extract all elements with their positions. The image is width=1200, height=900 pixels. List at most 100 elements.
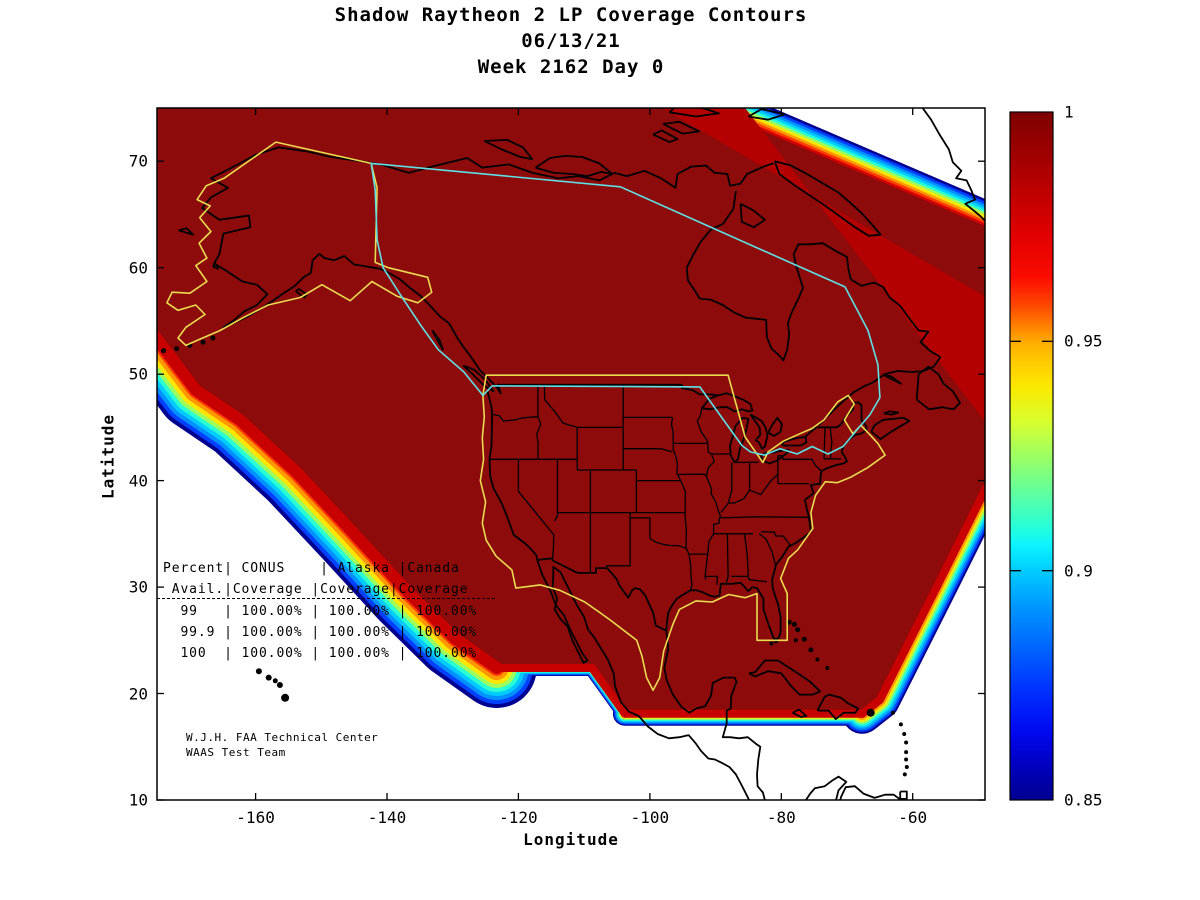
coastline [915, 365, 961, 411]
state-border-line [823, 427, 826, 459]
attribution-line2: WAAS Test Team [186, 746, 286, 759]
coverage-accent-atlantic-se [858, 481, 985, 718]
x-tick-label: -140 [367, 808, 407, 827]
state-border-line [672, 443, 682, 481]
coastline [804, 401, 868, 438]
state-border-line [491, 413, 538, 422]
coastline [652, 129, 679, 144]
coastline [870, 416, 911, 441]
island-dot [866, 708, 875, 717]
chart-title: Shadow Raytheon 2 LP Coverage Contours [334, 4, 808, 26]
state-border-line [623, 448, 673, 453]
island-dot [276, 682, 283, 688]
state-border-line [696, 408, 703, 422]
coastline [773, 160, 882, 237]
availability-row-99: 99 | 100.00% | 100.00% | 100.00% [163, 604, 478, 619]
state-border-line [757, 516, 809, 518]
coastline [739, 202, 766, 229]
x-tick-label: -100 [630, 808, 670, 827]
coastline [883, 374, 902, 385]
island-dot [891, 710, 895, 715]
coastline [816, 693, 860, 720]
state-border-line [685, 548, 693, 591]
state-border-line [630, 517, 651, 539]
coastline [747, 108, 786, 121]
island-dot [825, 666, 830, 670]
coastline [749, 413, 769, 450]
state-border-line [517, 459, 555, 559]
attribution: W.J.H. FAA Technical Center WAAS Test Te… [186, 730, 378, 760]
colorbar-tick-label: 1 [1064, 102, 1074, 122]
coastline [537, 557, 667, 632]
state-border-line [760, 531, 792, 546]
coastline [701, 392, 754, 413]
state-border-line [696, 420, 722, 534]
x-tick-label: -60 [898, 808, 928, 827]
coastline [212, 262, 220, 270]
state-border-line [554, 459, 559, 522]
island-dot [255, 668, 262, 675]
attribution-line1: W.J.H. FAA Technical Center [186, 731, 379, 744]
state-border-line [743, 533, 750, 577]
island-dot [281, 693, 290, 702]
colorbar-ticks [1010, 340, 1053, 572]
canada-service-volume-outline [370, 162, 881, 456]
island-dot [815, 657, 820, 662]
axis-ticks [157, 108, 985, 801]
state-border-line [677, 473, 707, 477]
map-area [157, 108, 985, 800]
island-dot [272, 678, 278, 684]
state-border-line [725, 533, 729, 585]
coverage-accent-jog [588, 664, 629, 718]
island-dot [265, 674, 272, 681]
state-border-line [670, 417, 674, 444]
coastline [663, 630, 766, 800]
state-border-line [811, 458, 822, 472]
state-border-line [719, 516, 758, 519]
island-dot [801, 636, 807, 642]
state-border-line [758, 533, 777, 565]
y-tick-label: 20 [128, 684, 148, 704]
state-border-line [720, 473, 779, 514]
conus-service-volume-outline [479, 374, 886, 692]
availability-table-separator [157, 598, 495, 599]
coastline [804, 775, 902, 800]
island-dot [769, 641, 774, 646]
y-tick-label: 30 [128, 577, 148, 597]
y-axis-label: Latitude [98, 413, 118, 500]
state-border-line [829, 427, 833, 459]
island-dot [793, 638, 798, 643]
availability-row-100: 100 | 100.00% | 100.00% | 100.00% [163, 646, 478, 661]
x-tick-label: -120 [499, 808, 538, 827]
coastline [536, 559, 751, 800]
colorbar-tick-label: 0.85 [1064, 790, 1103, 810]
chart-week-day: Week 2162 Day 0 [477, 56, 665, 78]
coastline [535, 154, 614, 178]
availability-table-body: 99 | 100.00% | 100.00% | 100.00% 99.9 | … [163, 601, 477, 664]
coastline [921, 108, 985, 222]
coastline [792, 708, 808, 718]
coastline [380, 157, 774, 189]
coastline [201, 146, 453, 329]
island-dot [200, 339, 206, 345]
colorbar-tick-label: 0.9 [1064, 561, 1093, 581]
coastline [767, 416, 783, 437]
coastline [748, 659, 821, 696]
x-tick-label: -160 [236, 808, 275, 827]
x-axis-label: Longitude [523, 830, 619, 849]
coastline [899, 790, 908, 800]
colorbar-tick-label: 0.95 [1064, 331, 1103, 351]
island-dot [791, 621, 797, 627]
coastline [497, 383, 720, 397]
coastline [729, 416, 750, 464]
coverage-accent-pacific [157, 329, 503, 674]
island-dot [210, 335, 216, 341]
island-dot [902, 772, 907, 777]
chart-date: 06/13/21 [521, 30, 621, 52]
state-border-line [605, 512, 631, 569]
coastline [451, 327, 502, 395]
coastline [483, 138, 534, 161]
y-tick-label: 70 [128, 151, 148, 171]
coastline [486, 390, 539, 561]
